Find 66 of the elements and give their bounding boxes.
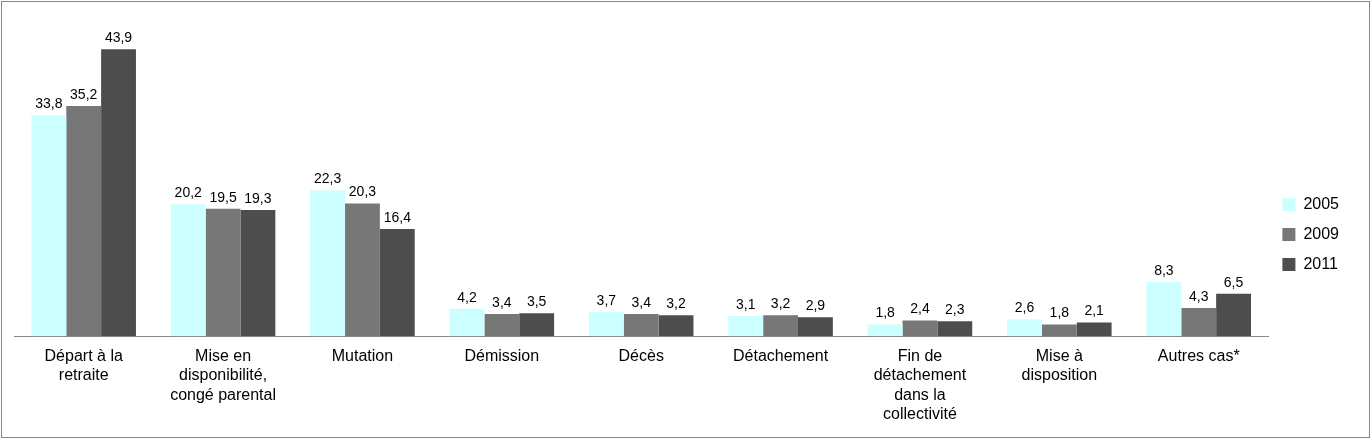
x-tick-label: Démission [464, 347, 540, 365]
bar [205, 208, 241, 337]
bar [937, 321, 973, 337]
bar [240, 210, 276, 337]
bar [588, 312, 624, 337]
data-label: 8,3 [1154, 261, 1174, 278]
data-label: 3,4 [492, 293, 512, 310]
bar [101, 49, 136, 337]
bar [763, 315, 798, 337]
bar [658, 315, 694, 337]
data-label: 1,8 [1049, 304, 1070, 321]
x-tick-label: Mutation [331, 347, 394, 365]
bar [1181, 308, 1217, 337]
data-label: 3,7 [596, 291, 617, 308]
data-label: 3,4 [631, 293, 652, 310]
x-tick-label: Départ à la retraite [44, 347, 123, 384]
x-tick-label: Mise à disposition [1021, 347, 1098, 384]
bar [867, 324, 903, 337]
bar [1076, 322, 1112, 337]
x-tick-label: Décès [618, 347, 664, 365]
bar [484, 313, 520, 337]
bar [1146, 281, 1182, 337]
data-label: 2,1 [1084, 302, 1105, 319]
data-label: 3,5 [526, 293, 547, 310]
bar [1216, 293, 1251, 337]
bar [519, 313, 555, 337]
bar [310, 190, 346, 337]
bar [379, 228, 415, 337]
data-label: 2,4 [910, 300, 930, 317]
data-label: 16,4 [383, 208, 412, 225]
data-label: 20,2 [174, 184, 203, 200]
x-tick-label: Autres cas* [1157, 347, 1240, 365]
legend-label: 2011 [1303, 254, 1338, 272]
data-label: 22,3 [313, 170, 342, 187]
data-label: 19,3 [244, 189, 272, 206]
bar [449, 308, 485, 337]
data-label: 43,9 [104, 29, 133, 46]
bar [902, 320, 938, 337]
bar [798, 317, 833, 337]
data-label: 6,5 [1223, 273, 1244, 290]
data-label: 3,1 [736, 295, 756, 312]
legend-label: 2005 [1303, 194, 1340, 212]
bar [31, 115, 67, 337]
data-label: 3,2 [770, 295, 791, 312]
data-label: 4,2 [457, 288, 477, 305]
x-tick-label: Mise en disponibilité, congé parental [170, 347, 276, 403]
x-tick-label: Fin de détachement dans la collectivité [873, 347, 967, 422]
bar [728, 315, 764, 337]
data-label: 3,2 [666, 295, 686, 312]
bar [66, 106, 102, 337]
bar [623, 313, 659, 337]
data-label: 33,8 [35, 95, 63, 112]
data-label: 35,2 [70, 85, 98, 102]
data-label: 20,3 [348, 183, 377, 200]
bar [1007, 319, 1042, 337]
data-label: 19,5 [209, 188, 237, 205]
bar [170, 204, 206, 337]
data-label: 1,8 [875, 304, 896, 321]
bar [1041, 324, 1077, 337]
data-label: 4,3 [1188, 287, 1209, 304]
legend-label: 2009 [1303, 224, 1340, 242]
bar [345, 203, 380, 337]
x-tick-label: Détachement [733, 347, 829, 365]
data-label: 2,6 [1014, 299, 1035, 316]
data-label: 2,9 [805, 297, 826, 314]
data-label: 2,3 [945, 301, 965, 318]
